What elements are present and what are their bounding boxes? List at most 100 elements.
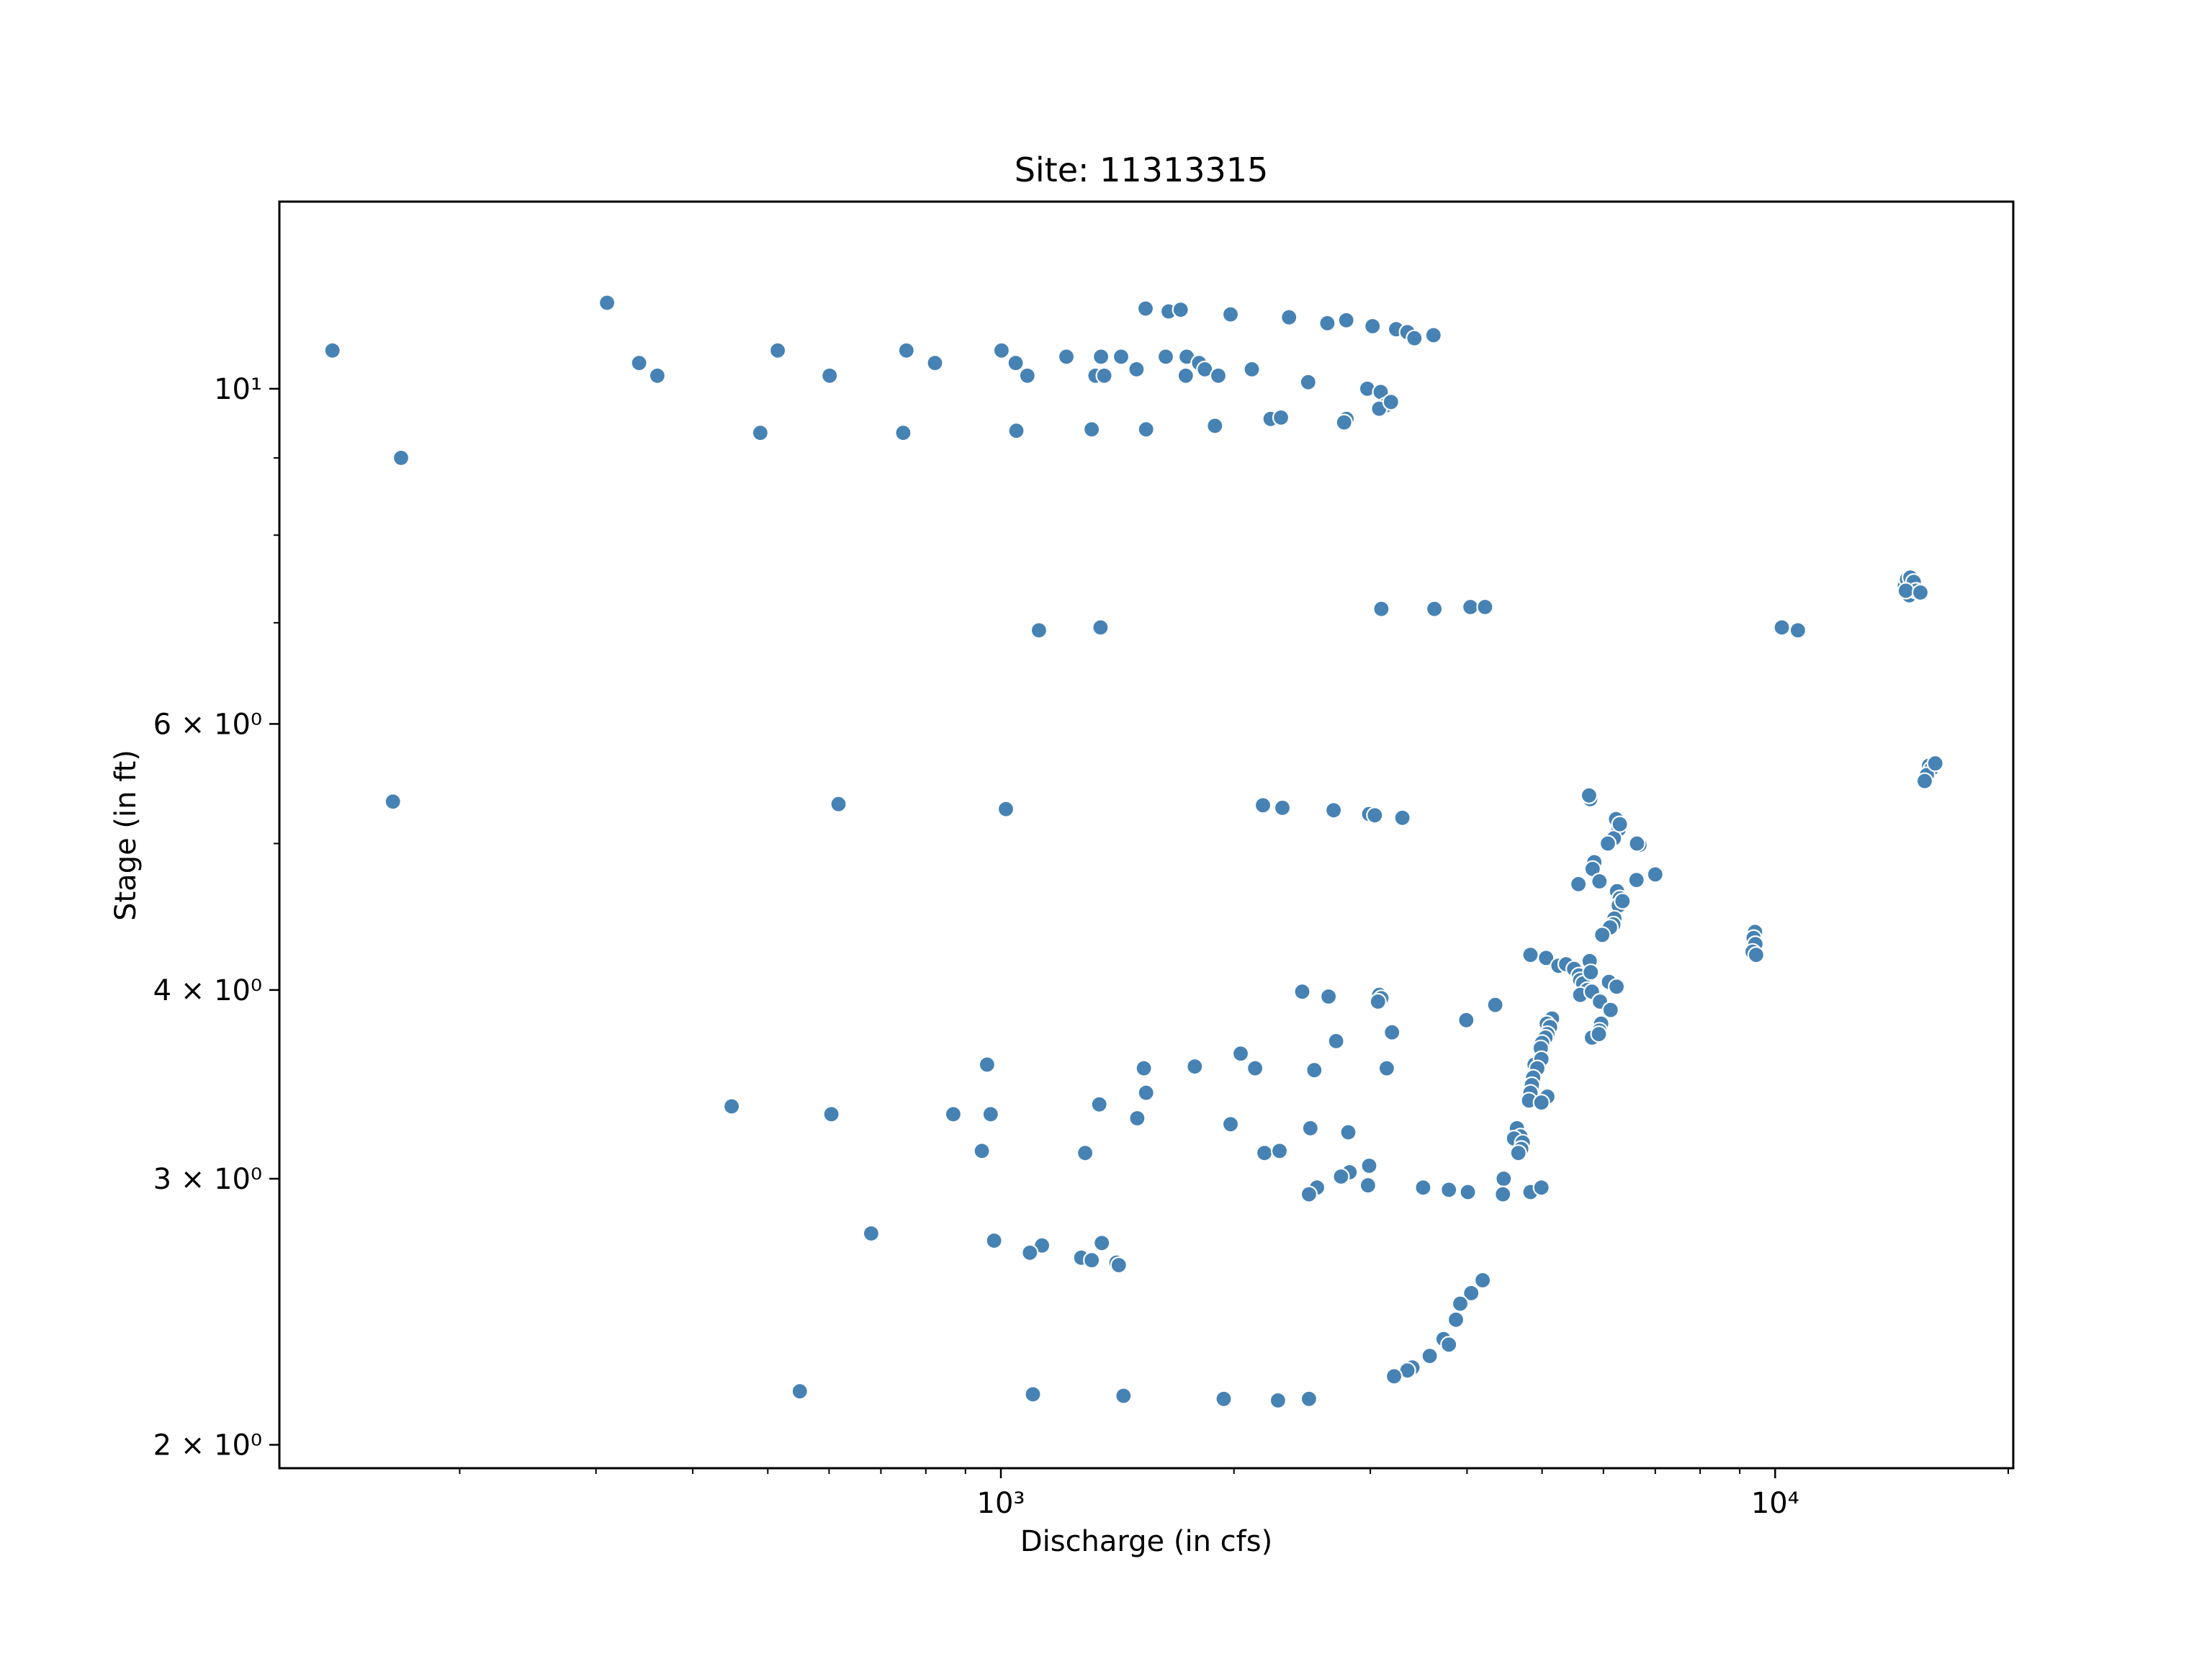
data-point [1300, 1185, 1318, 1203]
data-point [1093, 1234, 1111, 1252]
data-point [1110, 1256, 1128, 1274]
data-point [1092, 348, 1110, 366]
data-point [1382, 393, 1400, 411]
data-point [1509, 1144, 1527, 1162]
data-point [1570, 875, 1588, 894]
chart-title: Site: 11313315 [1015, 150, 1269, 189]
data-point [1269, 1391, 1287, 1410]
x-axis-label: Discharge (in cfs) [1020, 1525, 1272, 1558]
data-point [1128, 1109, 1146, 1128]
data-point [1608, 978, 1626, 996]
data-point [1372, 600, 1390, 618]
data-point [981, 1105, 999, 1123]
data-point [1115, 1387, 1133, 1405]
data-point [1209, 367, 1228, 385]
data-point [1359, 1177, 1377, 1195]
data-point [821, 367, 839, 385]
data-point [1926, 755, 1944, 773]
data-point [1082, 421, 1101, 439]
data-point [944, 1105, 963, 1123]
data-point [1255, 1144, 1274, 1162]
y-axis-ticks: 2 × 10⁰ 3 × 10⁰ 4 × 10⁰ 6 × 10⁰ 10¹ [153, 373, 279, 1462]
data-point [1532, 1093, 1550, 1112]
data-point [648, 367, 667, 385]
data-point [1270, 1142, 1289, 1160]
data-point [1440, 1336, 1458, 1354]
data-point [978, 1056, 997, 1074]
y-tick-label: 10¹ [214, 373, 262, 406]
data-point [1582, 963, 1600, 981]
data-point [1339, 1123, 1357, 1141]
plot-area-frame [278, 200, 2015, 1470]
data-point [822, 1105, 840, 1123]
data-point [830, 795, 848, 813]
data-point [1272, 408, 1290, 427]
data-point [1486, 996, 1504, 1014]
data-point [1135, 1059, 1153, 1077]
data-point [1007, 422, 1025, 440]
data-point [1476, 598, 1494, 616]
data-point [1459, 1183, 1477, 1201]
data-point [1128, 360, 1146, 379]
data-point [1137, 1084, 1155, 1102]
data-point [1030, 621, 1048, 639]
data-point [1024, 1385, 1042, 1403]
data-point [1773, 619, 1791, 637]
data-point [1385, 1367, 1403, 1385]
data-point [1897, 582, 1915, 600]
data-point [1327, 1032, 1345, 1051]
data-point [1440, 1181, 1458, 1199]
y-axis-label: Stage (in ft) [109, 750, 143, 921]
data-point [992, 341, 1011, 359]
data-point [1156, 348, 1175, 366]
data-point [1590, 1025, 1608, 1043]
data-point [1076, 1144, 1094, 1162]
data-point [1424, 326, 1442, 344]
x-tick-label: 10⁴ [1751, 1487, 1799, 1520]
data-point [1246, 1059, 1264, 1077]
data-point [1366, 806, 1384, 824]
data-point [791, 1382, 809, 1401]
data-point [1495, 1169, 1513, 1188]
data-point [973, 1142, 991, 1160]
y-tick-label: 4 × 10⁰ [153, 974, 262, 1007]
data-point [1021, 1244, 1039, 1262]
data-point [1457, 1011, 1475, 1029]
data-point [1273, 799, 1292, 817]
data-point [1299, 373, 1317, 391]
data-point [1335, 413, 1353, 431]
data-point [1221, 305, 1240, 323]
data-point [768, 341, 787, 359]
data-point [1911, 583, 1930, 602]
data-point [894, 423, 912, 442]
data-point [897, 341, 915, 359]
data-point [1451, 1295, 1470, 1313]
data-point [751, 423, 770, 442]
data-point [1231, 1045, 1250, 1063]
data-point [1611, 815, 1629, 833]
data-point [1293, 983, 1311, 1001]
data-point [1137, 421, 1155, 439]
data-point [985, 1231, 1003, 1250]
data-point [1646, 866, 1664, 884]
y-tick-label: 2 × 10⁰ [153, 1429, 262, 1462]
data-point [1461, 598, 1480, 616]
data-point [1383, 1023, 1401, 1041]
data-point [1337, 311, 1355, 329]
data-point [1186, 1057, 1204, 1076]
data-point [1628, 835, 1646, 853]
data-point [1319, 987, 1338, 1006]
y-tick-label: 6 × 10⁰ [153, 708, 262, 741]
data-point [1057, 348, 1076, 366]
data-point [1112, 348, 1130, 366]
data-point [1172, 301, 1190, 319]
data-point [1747, 945, 1765, 964]
data-point [1421, 1346, 1439, 1365]
data-point [1364, 317, 1382, 336]
data-point [1018, 367, 1036, 385]
data-point [1332, 1167, 1350, 1186]
data-point [1406, 329, 1424, 347]
data-point [1092, 619, 1110, 637]
data-point [1221, 1115, 1240, 1133]
